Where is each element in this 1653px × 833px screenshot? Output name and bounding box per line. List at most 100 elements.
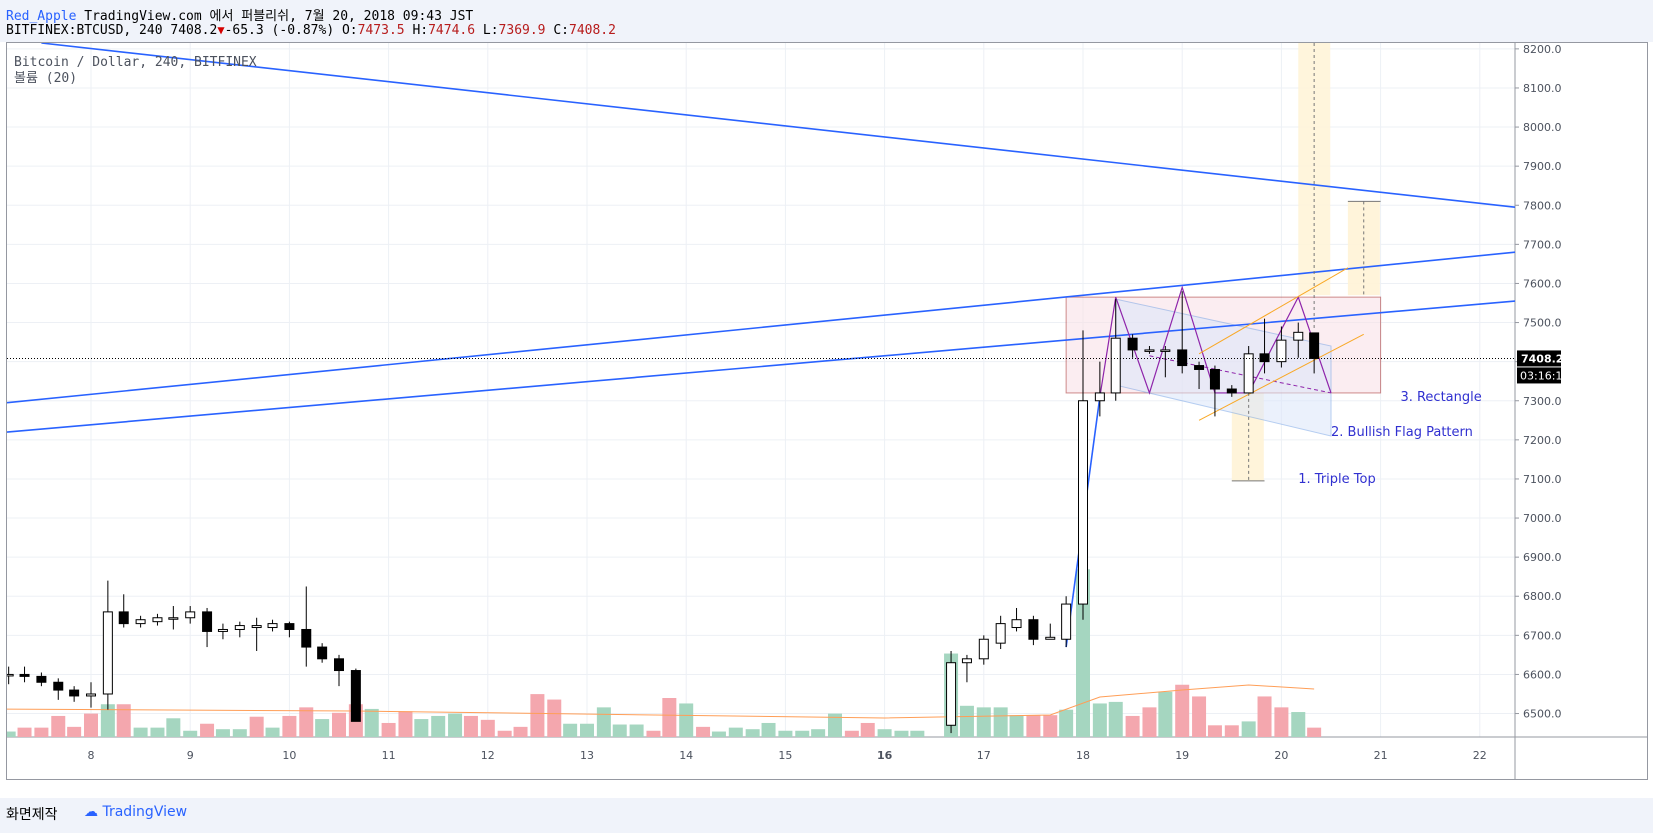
volume-bar xyxy=(547,699,562,737)
volume-bar xyxy=(414,719,429,737)
candle-body xyxy=(995,623,1006,644)
downtrend-line xyxy=(41,42,1516,209)
candle-body xyxy=(1226,388,1237,394)
candle-body xyxy=(19,673,30,677)
candle-body xyxy=(1028,619,1039,640)
volume-bar xyxy=(696,726,711,737)
uptrend-line-upper xyxy=(6,251,1516,404)
time-tick-label: 9 xyxy=(187,749,194,762)
countdown-tag-label: 03:16:10 xyxy=(1520,369,1569,382)
price-tick-label: 7600.0 xyxy=(1523,277,1562,290)
price-tick-label: 6700.0 xyxy=(1523,629,1562,642)
volume-bar xyxy=(166,718,181,737)
volume-bar xyxy=(1241,721,1256,737)
volume-bar xyxy=(200,723,215,737)
volume-bar xyxy=(612,724,627,737)
low-value: 7369.9 xyxy=(498,23,546,38)
candle-body xyxy=(202,611,213,632)
volume-bar xyxy=(332,712,346,737)
candle-body xyxy=(1127,337,1138,351)
time-tick-label: 16 xyxy=(877,749,893,762)
price-tick-label: 7300.0 xyxy=(1523,395,1562,408)
candle-body xyxy=(1094,392,1105,402)
price-tick-label: 7100.0 xyxy=(1523,473,1562,486)
volume-bar xyxy=(51,715,66,737)
price-tick-label: 6900.0 xyxy=(1523,551,1562,564)
volume-bar xyxy=(480,719,495,737)
volume-bar xyxy=(894,730,909,737)
last-price: 7408.2 xyxy=(170,23,218,38)
volume-bar xyxy=(795,730,810,737)
volume-bar xyxy=(860,722,875,737)
volume-bar xyxy=(249,716,264,737)
candle-body xyxy=(152,617,163,623)
price-tick-label: 7700.0 xyxy=(1523,238,1562,251)
volume-bar xyxy=(629,724,644,737)
author-link[interactable]: Red_Apple xyxy=(6,9,77,24)
price-tick-label: 8200.0 xyxy=(1523,43,1562,56)
volume-bar xyxy=(1059,709,1074,737)
volume-bar xyxy=(84,713,98,737)
volume-bar xyxy=(563,723,578,737)
volume-bar xyxy=(1092,703,1107,737)
candle-body xyxy=(1045,636,1056,640)
volume-bar xyxy=(1108,701,1123,737)
volume-bar xyxy=(150,727,165,737)
candle-body xyxy=(185,611,196,619)
volume-bar xyxy=(431,715,446,737)
volume-bar xyxy=(513,726,528,737)
candle-body xyxy=(1309,332,1320,359)
time-tick-label: 10 xyxy=(282,749,296,762)
channel-upper xyxy=(1198,267,1349,355)
candle-body xyxy=(234,625,245,630)
volume-bar xyxy=(215,729,230,737)
publish-line: Red_Apple TradingView.com 에서 퍼블리쉬, 7월 20… xyxy=(6,5,473,24)
volume-bar xyxy=(877,729,892,737)
candle-body xyxy=(1160,349,1171,352)
cloud-icon: ☁ xyxy=(84,804,98,820)
triple-top-zigzag xyxy=(1099,285,1332,397)
price-tick-label: 8000.0 xyxy=(1523,121,1562,134)
tradingview-logo[interactable]: ☁ TradingView xyxy=(84,804,187,820)
candle-body xyxy=(301,628,312,648)
volume-bar xyxy=(679,703,694,737)
series-legend[interactable]: Bitcoin / Dollar, 240, BITFINEX xyxy=(14,55,257,70)
volume-bar xyxy=(1142,707,1157,737)
candle-body xyxy=(1078,400,1088,605)
volume-bar xyxy=(662,698,677,737)
volume-bar xyxy=(1076,569,1090,737)
open-value: 7473.5 xyxy=(357,23,405,38)
candle-body xyxy=(946,662,957,726)
volume-bar xyxy=(1224,725,1239,737)
time-tick-label: 17 xyxy=(977,749,991,762)
high-label: H: xyxy=(412,23,429,38)
volume-bar xyxy=(282,715,297,737)
candle-body xyxy=(1259,353,1270,363)
published-text: TradingView.com 에서 퍼블리쉬, 7월 20, 2018 09:… xyxy=(84,9,474,24)
candle-body xyxy=(1144,349,1155,352)
chart-legend: Bitcoin / Dollar, 240, BITFINEX 볼륨 (20) xyxy=(14,55,257,87)
candle-body xyxy=(1177,349,1188,367)
volume-bar xyxy=(1307,727,1322,737)
volume-bar xyxy=(1274,707,1289,737)
close-label: C: xyxy=(553,23,569,38)
volume-bar xyxy=(381,722,396,737)
candle-body xyxy=(284,623,295,630)
chart-header: Red_Apple TradingView.com 에서 퍼블리쉬, 7월 20… xyxy=(0,0,1653,42)
candle-body xyxy=(978,638,989,660)
countdown-tag xyxy=(1517,367,1561,384)
volume-bar xyxy=(580,723,594,737)
candle-body xyxy=(3,673,14,677)
candle-body xyxy=(135,619,146,625)
candle-body xyxy=(118,611,129,625)
time-tick-label: 22 xyxy=(1473,749,1487,762)
volume-legend[interactable]: 볼륨 (20) xyxy=(14,71,78,86)
volume-bar xyxy=(183,730,198,737)
annotation-label: 1. Triple Top xyxy=(1298,472,1375,487)
time-tick-label: 21 xyxy=(1374,749,1388,762)
price-chart[interactable]: 3. Rectangle 2. Bullish Flag Pattern 1. Tr… xyxy=(0,42,1647,779)
volume-bar xyxy=(811,729,826,737)
volume-bar xyxy=(844,730,859,737)
chart-area[interactable]: 3. Rectangle 2. Bullish Flag Pattern 1. Tr… xyxy=(0,42,1648,780)
credit-text: 화면제작 xyxy=(6,807,58,823)
